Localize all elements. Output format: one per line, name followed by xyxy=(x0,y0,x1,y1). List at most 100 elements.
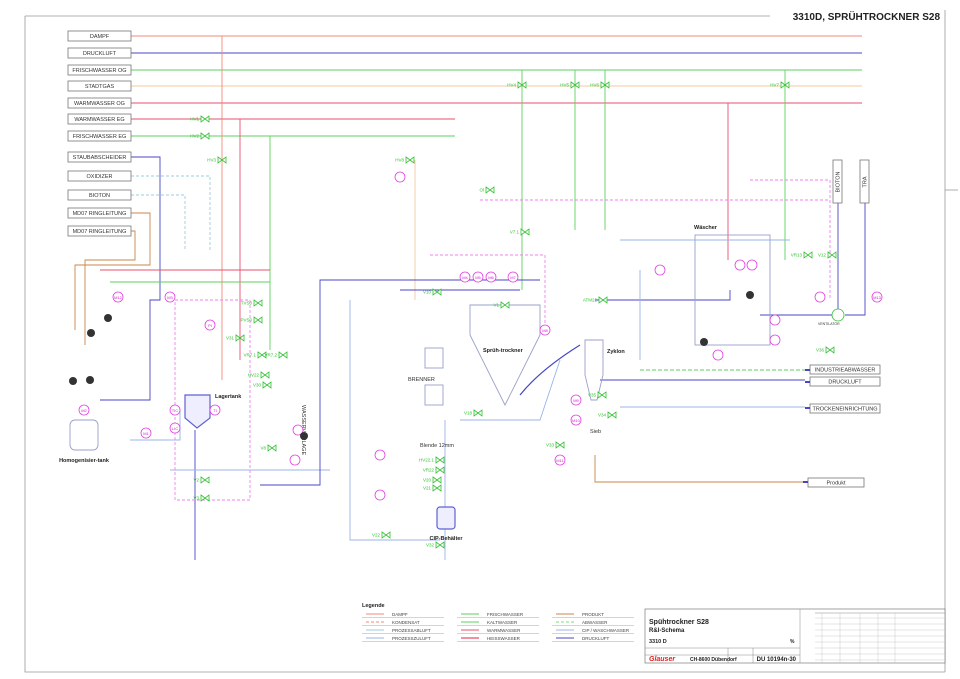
valve-v31[interactable]: V31 xyxy=(226,334,245,342)
valve-icon[interactable] xyxy=(520,228,530,236)
valve-icon[interactable] xyxy=(598,296,608,304)
valves[interactable]: HV1 HV2 HV3 HV4 HV5 HV6 HV7 HV8 V1 V2 V3 V8 V18 V20 V2… xyxy=(190,81,837,549)
valve-hv1[interactable]: HV1 xyxy=(190,115,210,123)
valve-tag: VR22 xyxy=(423,468,435,473)
valve-icon[interactable] xyxy=(827,251,837,259)
valve-tvs0[interactable]: TVS0 xyxy=(241,299,263,307)
valve-icon[interactable] xyxy=(432,484,442,492)
legend-label: ABWASSER xyxy=(582,620,608,625)
valve-tag: HV5 xyxy=(560,83,569,88)
valve-icon[interactable] xyxy=(435,541,445,549)
valve-icon[interactable] xyxy=(435,466,445,474)
waescher: Wäscher xyxy=(694,225,771,346)
valve-tag: V22 xyxy=(372,533,381,538)
valve-ol[interactable]: Ol xyxy=(480,186,495,194)
valve-hv22-1[interactable]: HV22.1 xyxy=(419,456,445,464)
valve-v21[interactable]: V21 xyxy=(423,484,442,492)
instrument-tag: TI xyxy=(213,408,217,413)
valve-vr7-2[interactable]: VR7.2 xyxy=(264,351,288,359)
valve-icon[interactable] xyxy=(200,476,210,484)
outlet-label: TRA xyxy=(863,176,869,187)
vessel-label: CIP-Behälter xyxy=(429,536,463,542)
valve-icon[interactable] xyxy=(200,494,210,502)
legend-label: PROZESSABLUFT xyxy=(392,628,431,633)
source-label: MD07 RINGLEITUNG xyxy=(73,211,127,217)
valve-icon[interactable] xyxy=(278,351,288,359)
valve-v22[interactable]: V22 xyxy=(372,531,391,539)
supply-label: FRISCHWASSER OG xyxy=(72,68,126,74)
scale: % xyxy=(790,639,795,645)
valve-icon[interactable] xyxy=(500,301,510,309)
valve-tag: PVS0 xyxy=(240,318,252,323)
valve-v3[interactable]: V3 xyxy=(193,494,210,502)
legend-label: DRUCKLUFT xyxy=(582,636,610,641)
valve-hv3[interactable]: HV3 xyxy=(207,156,227,164)
valve-icon[interactable] xyxy=(435,456,445,464)
valve-icon[interactable] xyxy=(473,409,483,417)
valve-v2[interactable]: V2 xyxy=(193,476,210,484)
valve-icon[interactable] xyxy=(600,81,610,89)
valve-tag: V2 xyxy=(193,478,199,483)
supply-label: WARMWASSER OG xyxy=(74,101,125,107)
valve-v12[interactable]: V12 xyxy=(818,251,837,259)
valve-v36[interactable]: V36 xyxy=(816,346,835,354)
valve-vr22[interactable]: VR22 xyxy=(423,466,445,474)
valve-v10[interactable]: V10 xyxy=(423,288,442,296)
valve-v30[interactable]: V30 xyxy=(253,381,272,389)
legend-label: PROZESSZULUFT xyxy=(392,636,431,641)
valve-icon[interactable] xyxy=(235,334,245,342)
valve-icon[interactable] xyxy=(555,441,565,449)
valve-v35[interactable]: V35 xyxy=(588,391,607,399)
valve-icon[interactable] xyxy=(262,381,272,389)
valve-icon[interactable] xyxy=(825,346,835,354)
valve-icon[interactable] xyxy=(260,371,270,379)
valve-tag: V12 xyxy=(818,253,827,258)
valve-hv2[interactable]: HV2 xyxy=(190,132,210,140)
valve-icon[interactable] xyxy=(607,411,617,419)
valve-icon[interactable] xyxy=(200,132,210,140)
valve-pvs0[interactable]: PVS0 xyxy=(240,316,263,324)
instrument-tag: M9 xyxy=(573,398,579,403)
valve-icon[interactable] xyxy=(485,186,495,194)
valve-icon[interactable] xyxy=(257,351,267,359)
valve-v8[interactable]: V8 xyxy=(260,444,277,452)
valve-icon[interactable] xyxy=(570,81,580,89)
valve-v34[interactable]: V34 xyxy=(598,411,617,419)
valve-v33[interactable]: V33 xyxy=(546,441,565,449)
valve-v1[interactable]: V1 xyxy=(493,301,510,309)
valve-icon[interactable] xyxy=(381,531,391,539)
valve-icon[interactable] xyxy=(267,444,277,452)
valve-icon[interactable] xyxy=(597,391,607,399)
valve-v20[interactable]: V20 xyxy=(423,476,442,484)
valve-atm22[interactable]: ATM22 xyxy=(583,296,608,304)
valve-hv22[interactable]: HV22 xyxy=(248,371,270,379)
valve-icon[interactable] xyxy=(253,299,263,307)
valve-v7-1[interactable]: V7.1 xyxy=(510,228,530,236)
valve-icon[interactable] xyxy=(405,156,415,164)
valve-icon[interactable] xyxy=(803,251,813,259)
ventilator-label: VENTILATOR xyxy=(818,322,840,326)
valve-vr13[interactable]: VR13 xyxy=(791,251,813,259)
valve-icon[interactable] xyxy=(432,476,442,484)
valve-hv5[interactable]: HV5 xyxy=(560,81,580,89)
valve-icon[interactable] xyxy=(517,81,527,89)
valve-v32[interactable]: V32 xyxy=(426,541,445,549)
valve-icon[interactable] xyxy=(432,288,442,296)
valve-tag: HV8 xyxy=(395,158,404,163)
instrument-tag: PI xyxy=(208,323,212,328)
valve-hv7[interactable]: HV7 xyxy=(770,81,790,89)
valve-hv6[interactable]: HV6 xyxy=(590,81,610,89)
valve-icon[interactable] xyxy=(780,81,790,89)
valve-v18[interactable]: V18 xyxy=(464,409,483,417)
valve-tag: V36 xyxy=(816,348,825,353)
valve-vr7-1[interactable]: VR7.1 xyxy=(243,351,267,359)
valve-hv8[interactable]: HV8 xyxy=(395,156,415,164)
valve-hv4[interactable]: HV4 xyxy=(507,81,527,89)
valve-tag: HV22 xyxy=(248,373,260,378)
valve-icon[interactable] xyxy=(217,156,227,164)
legend-title: Legende xyxy=(362,603,385,609)
valve-icon[interactable] xyxy=(200,115,210,123)
legend-item: CIP / WASCHWASSER xyxy=(552,628,634,634)
valve-icon[interactable] xyxy=(253,316,263,324)
